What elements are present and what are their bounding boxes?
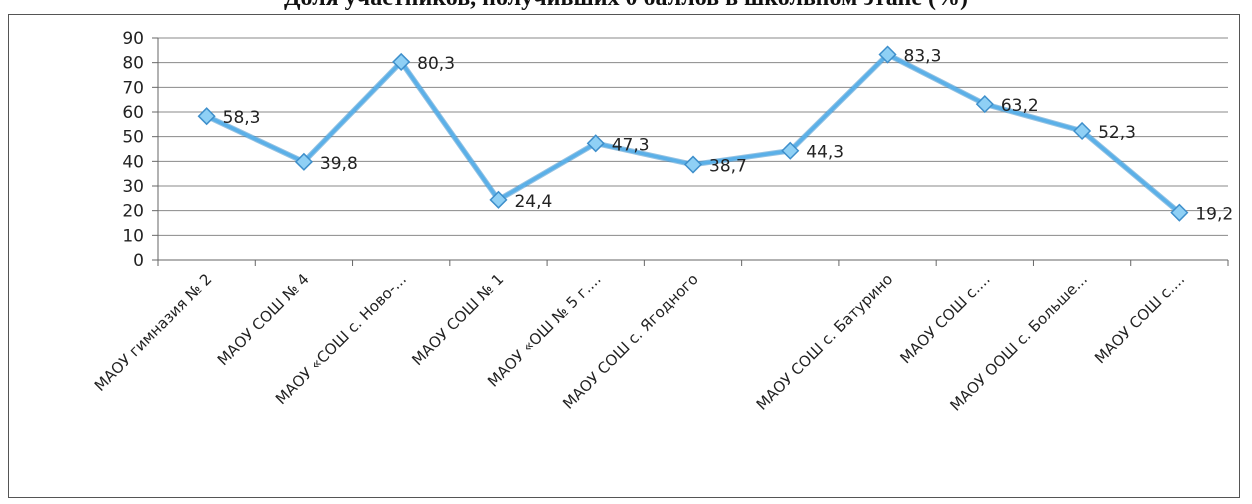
category-label: МАОУ СОШ № 1 [408, 270, 507, 369]
y-tick-label: 30 [122, 177, 144, 197]
data-label: 52,3 [1098, 123, 1136, 143]
y-tick-label: 0 [133, 251, 144, 271]
data-point [197, 107, 216, 126]
data-point [878, 45, 897, 64]
y-tick-label: 70 [122, 78, 144, 98]
data-point [975, 95, 994, 114]
category-label: МАОУ СОШ с. Батурино [753, 270, 897, 414]
data-label: 44,3 [806, 143, 844, 163]
axes [152, 37, 1229, 266]
data-label: 58,3 [223, 108, 261, 128]
data-label: 24,4 [514, 192, 552, 212]
series-line-shadow [205, 51, 1182, 215]
data-point [489, 190, 508, 209]
category-label: МАОУ СОШ № 4 [214, 270, 313, 369]
data-label: 47,3 [612, 135, 650, 155]
data-point [392, 52, 411, 71]
data-point [781, 141, 800, 160]
data-label: 39,8 [320, 154, 358, 174]
y-tick-label: 60 [122, 103, 144, 123]
category-label: МАОУ СОШ с.... [1091, 270, 1188, 367]
series-markers [197, 45, 1189, 222]
data-label: 19,2 [1195, 205, 1233, 225]
y-tick-labels: 0 10 20 30 40 50 60 70 80 90 [122, 29, 144, 271]
category-label: МАОУ гимназия № 2 [91, 270, 216, 395]
chart-frame [8, 14, 1240, 498]
series-line [205, 51, 1182, 215]
data-labels: 58,3 39,8 80,3 24,4 47,3 38,7 44,3 83,3 63,2 52,3… [223, 47, 1234, 225]
data-label: 80,3 [417, 54, 455, 74]
data-label: 83,3 [904, 47, 942, 67]
data-label: 63,2 [1001, 96, 1039, 116]
y-tick-label: 10 [122, 226, 144, 246]
series-line [205, 52, 1181, 214]
data-point [294, 152, 313, 171]
data-point [1073, 121, 1092, 141]
category-label: МАОУ СОШ с.... [897, 270, 994, 367]
gridlines [158, 37, 1228, 236]
y-tick-label: 40 [122, 152, 144, 172]
y-tick-label: 90 [122, 29, 144, 49]
y-tick-label: 50 [122, 128, 144, 148]
data-label: 38,7 [709, 157, 747, 177]
page-heading: Доля участников, получивших 0 баллов в ш… [0, 0, 1252, 12]
data-point [1170, 203, 1189, 222]
data-point [586, 134, 605, 153]
y-tick-label: 80 [122, 54, 144, 74]
y-tick-label: 20 [122, 202, 144, 222]
data-point [683, 155, 703, 174]
